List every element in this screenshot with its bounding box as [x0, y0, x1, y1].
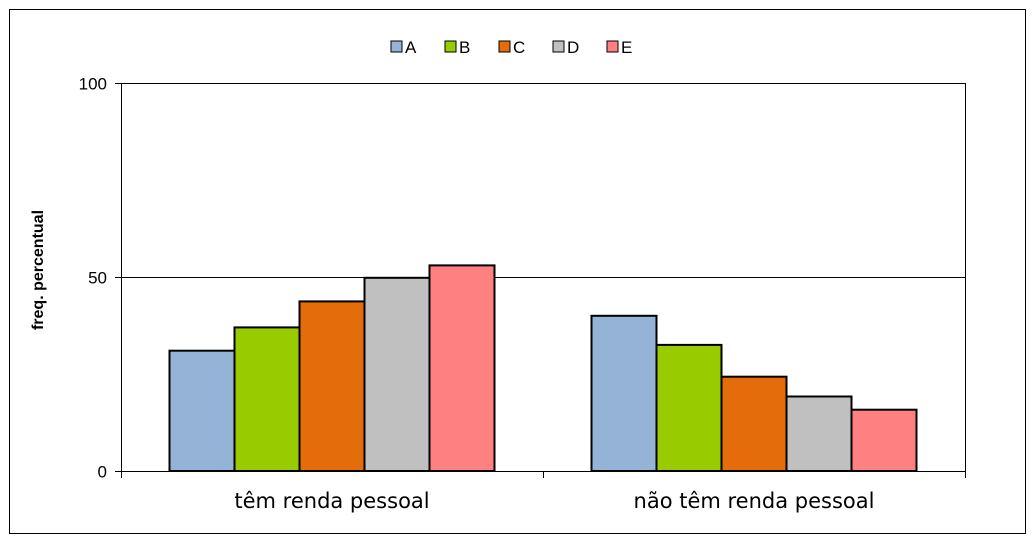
bar-C-2 — [720, 375, 788, 473]
gridlines — [121, 83, 966, 471]
legend-swatch-C — [498, 40, 511, 53]
bar-E-1 — [428, 264, 496, 472]
bars — [168, 264, 918, 473]
y-tick-labels: 0 50 100 — [79, 75, 107, 482]
legend-swatch-D — [552, 40, 565, 53]
category-labels: têm renda pessoal não têm renda pessoal — [234, 489, 874, 513]
y-tick-label-100: 100 — [79, 75, 107, 94]
category-label-2: não têm renda pessoal — [634, 489, 875, 513]
bar-D-1 — [363, 276, 431, 472]
bar-C-1 — [298, 300, 366, 472]
legend-label-D: D — [567, 38, 579, 57]
y-tick-label-0: 0 — [98, 463, 107, 482]
bar-E-2 — [850, 408, 918, 473]
bar-A-2 — [590, 314, 658, 472]
legend-label-A: A — [405, 38, 417, 57]
bar-B-1 — [233, 326, 301, 472]
axes — [115, 83, 966, 478]
legend-swatch-E — [606, 40, 619, 53]
legend-swatch-B — [444, 40, 457, 53]
legend-label-E: E — [621, 38, 632, 57]
bar-A-1 — [168, 349, 236, 473]
bar-D-2 — [785, 395, 853, 472]
category-label-1: têm renda pessoal — [234, 489, 429, 513]
y-tick-label-50: 50 — [88, 269, 107, 288]
legend-swatch-A — [390, 40, 403, 53]
bar-B-2 — [655, 343, 723, 472]
y-axis-title: freq. percentual — [30, 210, 47, 330]
legend-label-C: C — [513, 38, 525, 57]
legend-label-B: B — [459, 38, 470, 57]
legend: A B C D E — [390, 38, 632, 57]
